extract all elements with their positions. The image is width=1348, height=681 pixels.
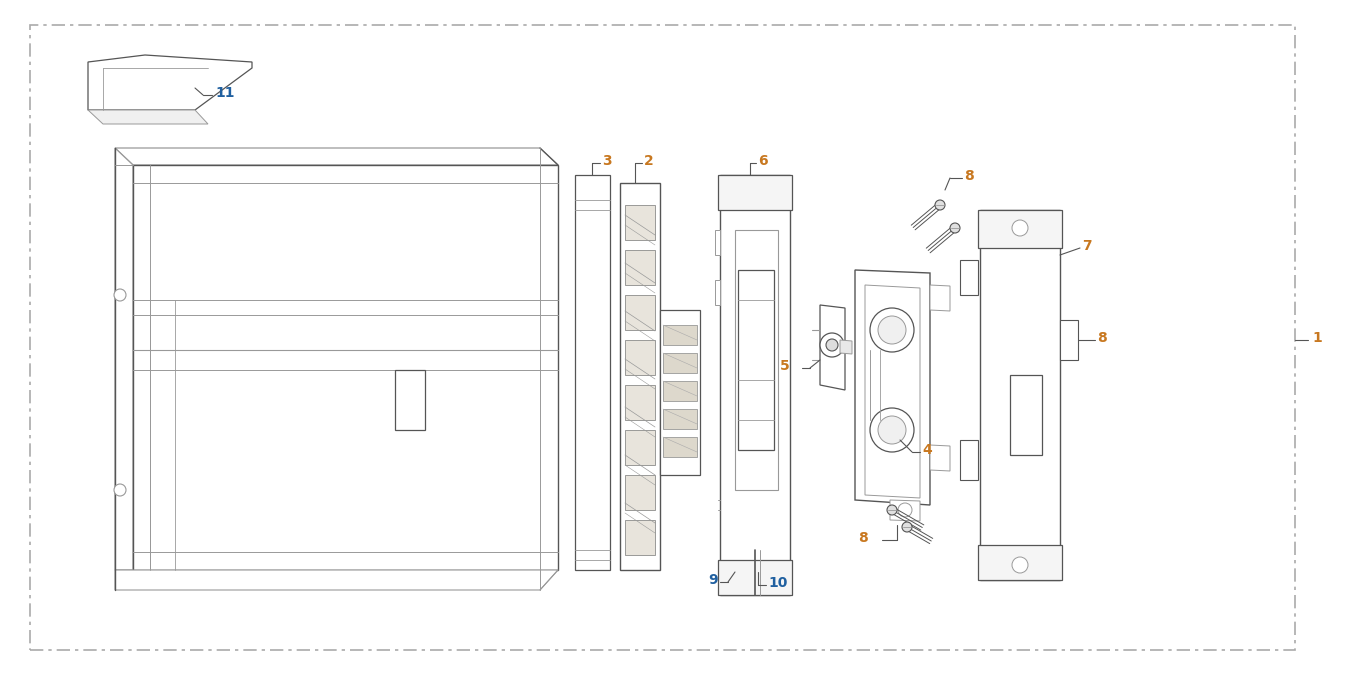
Polygon shape [395, 370, 425, 430]
Text: 8: 8 [857, 531, 868, 545]
Circle shape [878, 416, 906, 444]
Polygon shape [718, 175, 793, 210]
Text: 10: 10 [768, 576, 787, 590]
Polygon shape [714, 230, 720, 255]
Text: 8: 8 [1097, 331, 1107, 345]
Polygon shape [115, 148, 558, 165]
Polygon shape [735, 230, 778, 490]
Circle shape [1012, 220, 1029, 236]
Text: 4: 4 [922, 443, 931, 457]
Polygon shape [625, 250, 655, 285]
Text: 6: 6 [758, 154, 767, 168]
Polygon shape [625, 205, 655, 240]
Polygon shape [1010, 375, 1042, 455]
Circle shape [115, 484, 125, 496]
Circle shape [878, 316, 906, 344]
Polygon shape [718, 560, 793, 595]
Polygon shape [625, 295, 655, 330]
Polygon shape [855, 270, 930, 505]
Circle shape [869, 308, 914, 352]
Polygon shape [1060, 320, 1078, 360]
Circle shape [826, 339, 838, 351]
Circle shape [887, 505, 896, 515]
Polygon shape [979, 545, 1062, 580]
Polygon shape [88, 55, 252, 110]
Polygon shape [115, 148, 133, 570]
Polygon shape [663, 409, 697, 429]
Text: 9: 9 [708, 573, 717, 587]
Polygon shape [979, 210, 1062, 248]
Text: 3: 3 [603, 154, 612, 168]
Circle shape [936, 200, 945, 210]
Polygon shape [620, 183, 661, 570]
Polygon shape [960, 260, 979, 295]
Polygon shape [865, 285, 919, 498]
Circle shape [820, 333, 844, 357]
Polygon shape [663, 381, 697, 401]
Polygon shape [115, 570, 558, 590]
Circle shape [898, 503, 913, 517]
Polygon shape [980, 210, 1060, 580]
Polygon shape [720, 175, 790, 595]
Polygon shape [663, 325, 697, 345]
Polygon shape [625, 520, 655, 555]
Circle shape [115, 289, 125, 301]
Polygon shape [890, 500, 919, 521]
Text: 11: 11 [214, 86, 235, 100]
Polygon shape [625, 430, 655, 465]
Polygon shape [625, 340, 655, 375]
Text: 5: 5 [780, 359, 790, 373]
Text: 7: 7 [1082, 239, 1092, 253]
Polygon shape [820, 305, 845, 390]
Polygon shape [661, 310, 700, 475]
Polygon shape [88, 110, 208, 124]
Polygon shape [737, 270, 774, 450]
Polygon shape [960, 440, 979, 480]
Polygon shape [625, 475, 655, 510]
Circle shape [1012, 557, 1029, 573]
Text: 8: 8 [964, 169, 973, 183]
Polygon shape [840, 340, 852, 354]
Text: 2: 2 [644, 154, 654, 168]
Polygon shape [714, 280, 720, 305]
Polygon shape [133, 165, 558, 570]
Polygon shape [930, 445, 950, 471]
Circle shape [869, 408, 914, 452]
Polygon shape [663, 353, 697, 373]
Circle shape [902, 522, 913, 532]
Polygon shape [663, 437, 697, 457]
Polygon shape [576, 175, 611, 570]
Polygon shape [930, 285, 950, 311]
Circle shape [950, 223, 960, 233]
Text: 1: 1 [1312, 331, 1322, 345]
Polygon shape [625, 385, 655, 420]
